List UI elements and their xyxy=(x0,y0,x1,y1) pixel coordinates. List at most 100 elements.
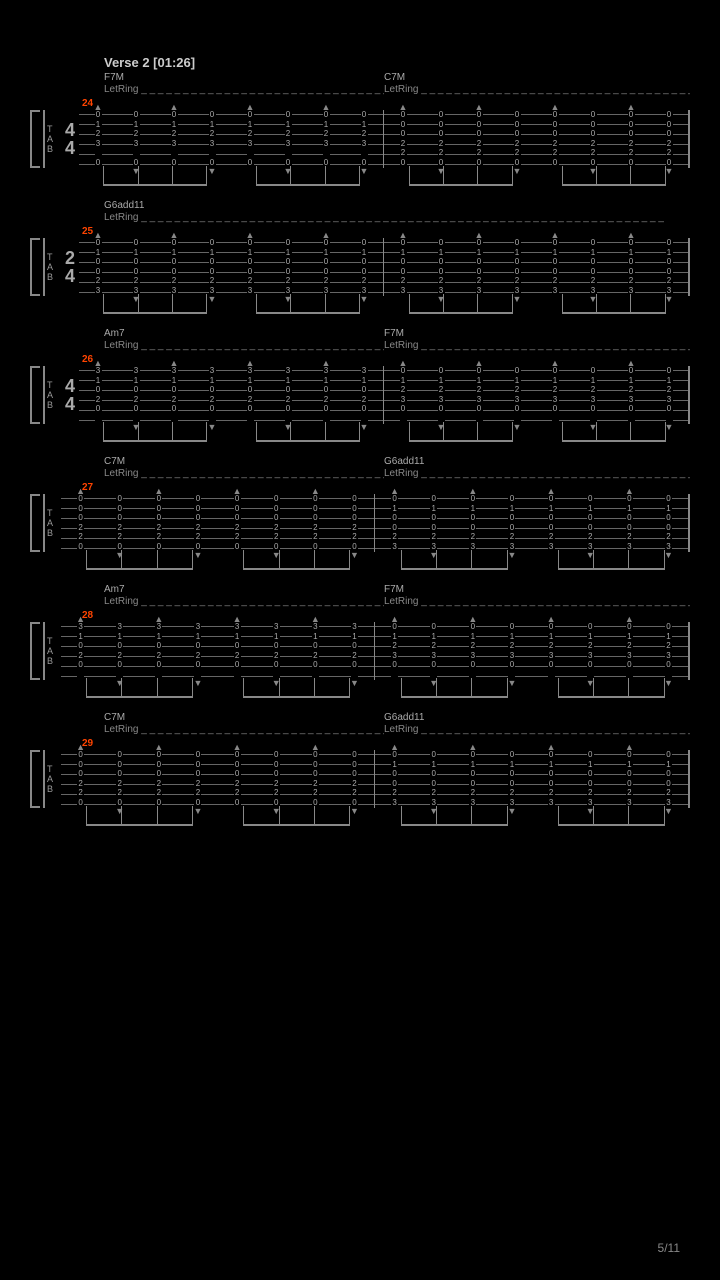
fret-number: 0 xyxy=(171,111,178,119)
fret-number: 0 xyxy=(247,405,254,413)
fret-number: 3 xyxy=(587,652,594,660)
chord-name: Am7 xyxy=(104,328,384,340)
fret-number: 3 xyxy=(209,367,216,375)
fret-number: 0 xyxy=(508,751,515,759)
fret-number: 0 xyxy=(587,495,594,503)
fret-number: 0 xyxy=(95,159,102,167)
fret-number: 0 xyxy=(194,761,201,769)
fret-number: 1 xyxy=(273,633,280,641)
fret-number: 0 xyxy=(77,799,84,807)
fret-number: 2 xyxy=(587,642,594,650)
fret-number: 0 xyxy=(234,770,241,778)
beat-column: ▲010023 xyxy=(460,238,498,296)
fret-number: 0 xyxy=(234,642,241,650)
fret-number: 0 xyxy=(514,367,521,375)
beat-column: ▲01230 xyxy=(307,110,345,168)
fret-number: 2 xyxy=(273,780,280,788)
measure-number: 29 xyxy=(82,738,690,750)
fret-number: 2 xyxy=(285,130,292,138)
strum-arrow: ▲ xyxy=(399,358,408,368)
fret-number: 0 xyxy=(133,111,140,119)
chord-row: C7M G6add11 xyxy=(104,712,690,724)
fret-number: 3 xyxy=(285,140,292,148)
fret-number: 3 xyxy=(552,287,559,295)
fret-number: 2 xyxy=(77,780,84,788)
fret-number: 1 xyxy=(171,121,178,129)
fret-number: 3 xyxy=(171,367,178,375)
fret-number: 0 xyxy=(514,111,521,119)
fret-number: 0 xyxy=(273,505,280,513)
fret-number: 0 xyxy=(116,751,123,759)
beat-column: ▲010023 xyxy=(375,494,414,552)
tab-system: Am7 F7M LetRing _ _ _ _ _ _ _ _ _ _ _ _ … xyxy=(30,584,690,680)
fret-number: 2 xyxy=(361,396,368,404)
fret-number: 0 xyxy=(626,524,633,532)
fret-number: 0 xyxy=(666,239,673,247)
fret-number: 0 xyxy=(133,239,140,247)
fret-number: 0 xyxy=(430,661,437,669)
fret-number: 0 xyxy=(133,405,140,413)
fret-number: 3 xyxy=(590,396,597,404)
fret-number: 0 xyxy=(95,239,102,247)
fret-number: 1 xyxy=(626,505,633,513)
tab-staff: ▲000220000220▼▲000220000220▼▲00022000022… xyxy=(61,494,690,552)
fret-number: 0 xyxy=(548,495,555,503)
fret-number: 2 xyxy=(552,149,559,157)
beat-column: ▲01230 xyxy=(155,110,193,168)
fret-number: 3 xyxy=(234,623,241,631)
beat-column: 000220▼ xyxy=(574,110,612,168)
fret-number: 2 xyxy=(552,277,559,285)
fret-number: 0 xyxy=(194,770,201,778)
beat-column: 01230▼ xyxy=(571,622,610,680)
fret-number: 2 xyxy=(116,652,123,660)
fret-number: 1 xyxy=(508,761,515,769)
fret-number: 0 xyxy=(400,258,407,266)
fret-number: 2 xyxy=(209,277,216,285)
fret-number xyxy=(209,149,216,157)
beats-row: ▲010023010023▼▲010023010023▼▲01002301002… xyxy=(79,238,690,296)
fret-number: 0 xyxy=(552,159,559,167)
fret-number: 1 xyxy=(209,121,216,129)
fret-number: 0 xyxy=(155,751,162,759)
fret-number: 0 xyxy=(508,623,515,631)
strum-arrow: ▲ xyxy=(551,358,560,368)
letring: LetRing _ _ _ _ _ _ _ _ _ _ _ _ _ _ _ _ … xyxy=(104,724,384,738)
fret-number: 2 xyxy=(438,149,445,157)
fret-number: 0 xyxy=(234,751,241,759)
fret-number: 2 xyxy=(391,789,398,797)
fret-number: 0 xyxy=(587,770,594,778)
beat-column: ▲000220 xyxy=(139,750,178,808)
fret-number: 2 xyxy=(273,524,280,532)
fret-number: 0 xyxy=(400,121,407,129)
fret-number xyxy=(234,671,241,679)
beat-column: 010023▼ xyxy=(492,494,531,552)
fret-number: 2 xyxy=(323,277,330,285)
fret-number: 0 xyxy=(400,268,407,276)
fret-number: 0 xyxy=(514,268,521,276)
fret-number: 2 xyxy=(234,780,241,788)
fret-number xyxy=(247,149,254,157)
fret-number: 0 xyxy=(628,268,635,276)
fret-number: 3 xyxy=(116,623,123,631)
fret-number: 0 xyxy=(666,121,673,129)
fret-number: 1 xyxy=(514,249,521,257)
beat-column: 000220▼ xyxy=(422,110,460,168)
letring-row: LetRing _ _ _ _ _ _ _ _ _ _ _ _ _ _ _ _ … xyxy=(104,340,690,354)
fret-number: 2 xyxy=(351,533,358,541)
fret-number: 0 xyxy=(508,495,515,503)
fret-number: 2 xyxy=(133,396,140,404)
fret-number: 0 xyxy=(171,386,178,394)
fret-number: 0 xyxy=(323,268,330,276)
fret-number: 0 xyxy=(247,258,254,266)
fret-number: 0 xyxy=(590,405,597,413)
fret-number: 0 xyxy=(514,121,521,129)
tab-clef: TAB xyxy=(43,622,61,680)
fret-number: 3 xyxy=(469,652,476,660)
fret-number xyxy=(77,671,84,679)
chord-name: C7M xyxy=(384,72,690,84)
beam-stems xyxy=(79,170,690,186)
fret-number: 0 xyxy=(155,514,162,522)
fret-number: 0 xyxy=(77,505,84,513)
staff-wrap: TAB44▲3102031020▼▲3102031020▼▲3102031020… xyxy=(30,366,690,424)
fret-number: 0 xyxy=(438,130,445,138)
